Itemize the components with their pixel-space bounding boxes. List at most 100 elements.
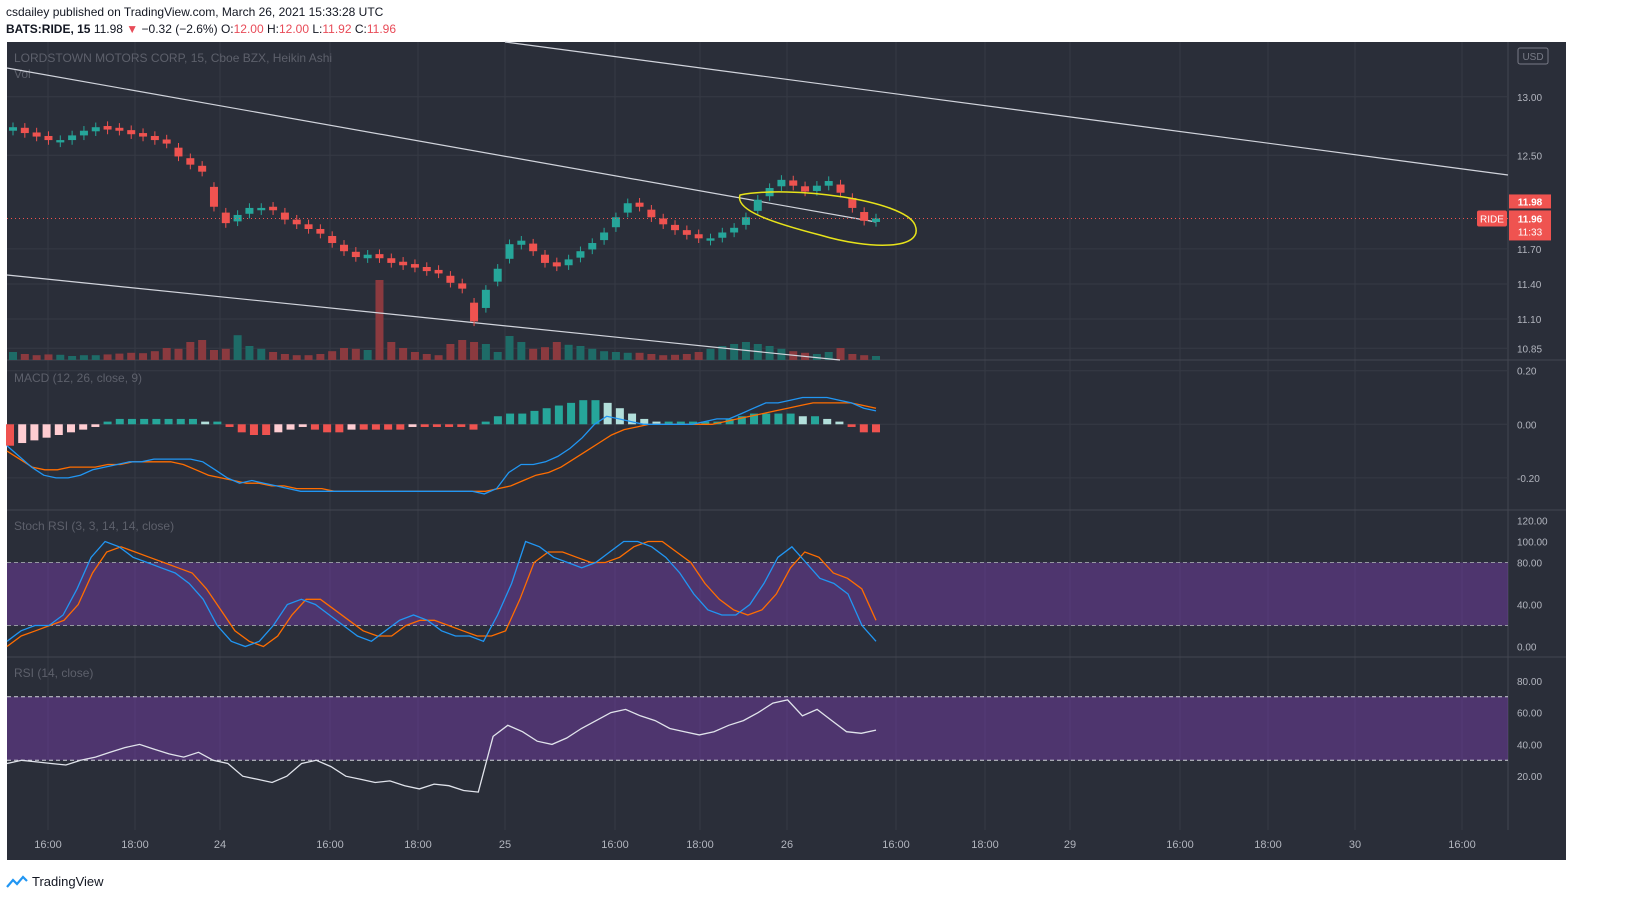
candle-body bbox=[340, 244, 349, 252]
macd-histogram-bar bbox=[347, 424, 356, 430]
macd-histogram-bar bbox=[420, 424, 429, 427]
volume-bar bbox=[848, 354, 857, 360]
candle-body bbox=[588, 243, 597, 250]
price-change: −0.32 (−2.6%) bbox=[141, 22, 218, 36]
macd-histogram-bar bbox=[628, 413, 637, 425]
macd-histogram-bar bbox=[18, 424, 27, 444]
macd-histogram-bar bbox=[518, 413, 527, 425]
volume-bar bbox=[127, 352, 136, 360]
volume-bar bbox=[198, 340, 207, 360]
candle-body bbox=[801, 186, 810, 192]
macd-histogram-bar bbox=[152, 418, 161, 425]
candle-body bbox=[540, 254, 549, 263]
volume-bar bbox=[399, 348, 408, 360]
macd-histogram-bar bbox=[530, 410, 539, 425]
candle-body bbox=[257, 207, 266, 211]
volume-bar bbox=[611, 352, 620, 360]
candle-body bbox=[682, 230, 691, 235]
down-arrow-icon: ▼ bbox=[126, 22, 139, 36]
time-tick-label: 30 bbox=[1349, 839, 1361, 851]
volume-bar bbox=[9, 352, 17, 360]
symbol-line: BATS:RIDE, 15 11.98 ▼ −0.32 (−2.6%) O:12… bbox=[6, 22, 396, 36]
macd-histogram-bar bbox=[811, 416, 820, 425]
candle-body bbox=[44, 135, 53, 141]
candle-body bbox=[304, 224, 313, 229]
macd-histogram-bar bbox=[579, 400, 588, 425]
volume-bar bbox=[600, 351, 609, 360]
macd-histogram-bar bbox=[237, 424, 246, 433]
volume-bar bbox=[340, 348, 349, 360]
price-axis-background bbox=[1508, 42, 1566, 830]
volume-bar bbox=[375, 280, 384, 360]
candle-body bbox=[103, 126, 112, 130]
volume-bar bbox=[79, 355, 88, 360]
volume-bar bbox=[576, 346, 585, 360]
macd-histogram-bar bbox=[847, 424, 856, 427]
macd-histogram-bar bbox=[188, 418, 197, 425]
candle-body bbox=[505, 244, 514, 259]
time-tick-label: 18:00 bbox=[121, 839, 149, 851]
candle-body bbox=[434, 269, 443, 274]
candle-body bbox=[162, 139, 171, 144]
macd-histogram-bar bbox=[652, 421, 661, 425]
candle-body bbox=[351, 251, 360, 258]
candle-body bbox=[316, 228, 325, 234]
low-value: 11.92 bbox=[322, 22, 352, 36]
volume-bar bbox=[103, 354, 112, 360]
candle-body bbox=[68, 135, 77, 141]
candle-body bbox=[209, 186, 218, 207]
volume-bar bbox=[458, 340, 467, 360]
macd-histogram-bar bbox=[6, 424, 14, 446]
volume-bar bbox=[186, 342, 195, 360]
volume-bar bbox=[493, 352, 502, 360]
macd-histogram-bar bbox=[371, 424, 380, 430]
currency-box bbox=[1517, 47, 1549, 65]
macd-label: MACD (12, 26, close, 9) bbox=[14, 371, 142, 385]
volume-bar bbox=[316, 354, 325, 360]
low-label: L: bbox=[312, 22, 323, 36]
volume-bar bbox=[470, 342, 479, 360]
close-value: 11.96 bbox=[366, 22, 396, 36]
volume-bar bbox=[328, 351, 337, 360]
macd-histogram-bar bbox=[432, 424, 441, 427]
macd-histogram-bar bbox=[567, 402, 576, 425]
candle-body bbox=[564, 259, 573, 266]
plot-background bbox=[7, 42, 1508, 830]
macd-histogram-bar bbox=[408, 424, 417, 427]
rsi-tick-label: 40.00 bbox=[1517, 740, 1542, 751]
candle-body bbox=[174, 147, 183, 157]
macd-histogram-bar bbox=[725, 418, 734, 425]
macd-histogram-bar bbox=[54, 424, 63, 435]
stoch-tick-label: 0.00 bbox=[1517, 643, 1537, 654]
macd-histogram-bar bbox=[359, 424, 368, 430]
macd-histogram-bar bbox=[140, 418, 149, 425]
candle-body bbox=[730, 227, 739, 233]
time-tick-label: 25 bbox=[499, 839, 511, 851]
macd-histogram-bar bbox=[676, 421, 685, 425]
high-label: H: bbox=[266, 22, 279, 36]
currency-label: USD bbox=[1522, 52, 1543, 63]
symbol-badge-label: RIDE bbox=[1480, 214, 1504, 225]
volume-bar bbox=[387, 342, 396, 360]
volume-bar bbox=[68, 356, 77, 360]
candle-body bbox=[517, 240, 526, 245]
volume-bar bbox=[659, 355, 668, 360]
candle-body bbox=[139, 133, 148, 137]
macd-histogram-bar bbox=[554, 405, 563, 425]
candle-body bbox=[269, 206, 278, 211]
time-tick-label: 18:00 bbox=[404, 839, 432, 851]
volume-bar bbox=[694, 352, 703, 360]
macd-histogram-bar bbox=[79, 424, 88, 430]
candle-body bbox=[186, 158, 195, 165]
macd-histogram-bar bbox=[164, 418, 173, 425]
macd-histogram-bar bbox=[176, 418, 185, 425]
macd-histogram-bar bbox=[201, 421, 210, 425]
macd-histogram-bar bbox=[823, 418, 832, 425]
candle-body bbox=[20, 127, 29, 134]
candle-body bbox=[706, 238, 715, 241]
candle-body bbox=[623, 203, 632, 213]
volume-bar bbox=[505, 336, 514, 360]
candle-body bbox=[79, 130, 88, 136]
candle-body bbox=[245, 207, 254, 214]
